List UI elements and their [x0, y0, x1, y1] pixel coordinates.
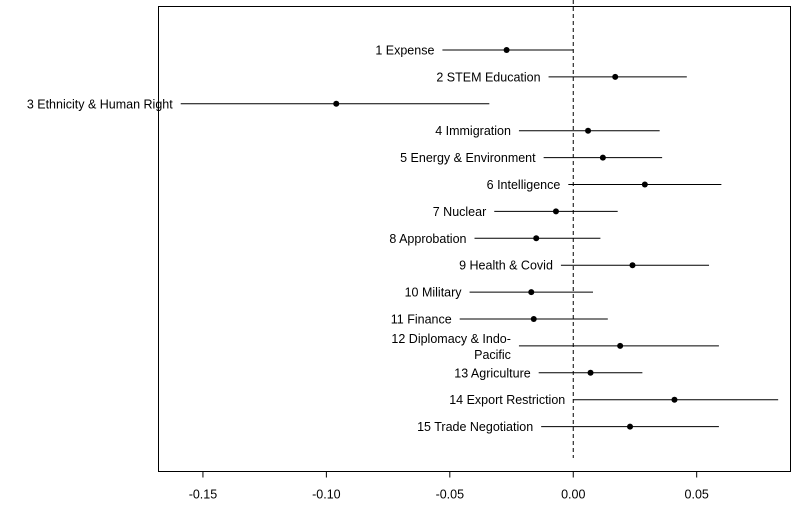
estimate-point — [503, 47, 510, 53]
series-label: 5 Energy & Environment — [400, 151, 536, 165]
estimate-point — [333, 100, 340, 107]
x-tick-label: 0.05 — [685, 488, 709, 502]
series-label-line: 12 Diplomacy & Indo- — [391, 332, 511, 346]
x-axis: -0.15 -0.10 -0.05 0.00 0.05 — [189, 471, 709, 502]
coefficient-row: 13 Agriculture — [454, 366, 643, 380]
coefficient-row: 8 Approbation — [389, 232, 601, 246]
series-label: 15 Trade Negotiation — [417, 420, 533, 434]
series-label: 2 STEM Education — [436, 70, 540, 84]
coefficient-row: 4 Immigration — [435, 124, 660, 138]
estimate-point — [587, 369, 594, 376]
series-label-line: Pacific — [474, 348, 511, 362]
series-label: 14 Export Restriction — [449, 393, 565, 407]
coefficient-row: 1 Expense — [375, 44, 574, 58]
series-label: 11 Finance — [391, 313, 452, 327]
estimate-point — [617, 342, 624, 349]
estimate-point — [612, 73, 619, 80]
estimate-point — [599, 154, 606, 161]
estimate-point — [629, 262, 636, 269]
series-label: 1 Expense — [375, 44, 434, 58]
estimate-point — [585, 127, 592, 134]
series-label: 12 Diplomacy & Indo- Pacific — [391, 332, 511, 362]
coefficient-row: 6 Intelligence — [487, 178, 722, 192]
series-label: 7 Nuclear — [433, 205, 487, 219]
coefficient-row: 14 Export Restriction — [449, 393, 779, 407]
coefficient-row: 10 Military — [405, 286, 593, 300]
series-label: 8 Approbation — [389, 232, 466, 246]
estimate-point — [627, 423, 634, 430]
series-label: 4 Immigration — [435, 124, 511, 138]
coefficient-row: 7 Nuclear — [433, 205, 618, 219]
series-label: 3 Ethnicity & Human Right — [27, 97, 173, 111]
series-label: 9 Health & Covid — [459, 259, 553, 273]
estimate-point — [671, 396, 678, 403]
coefficient-row: 2 STEM Education — [436, 70, 687, 84]
estimate-point — [530, 316, 537, 322]
coefficient-row: 5 Energy & Environment — [400, 151, 663, 165]
x-tick-label: -0.10 — [312, 488, 341, 502]
estimate-point — [528, 289, 535, 296]
estimate-point — [641, 181, 648, 188]
coefficient-row: 9 Health & Covid — [459, 259, 710, 273]
x-tick-label: 0.00 — [561, 488, 585, 502]
x-tick-label: -0.05 — [436, 488, 465, 502]
estimate-point — [552, 208, 559, 215]
series-label: 13 Agriculture — [454, 366, 530, 380]
estimate-point — [533, 235, 540, 242]
coefficient-row: 11 Finance — [391, 313, 608, 327]
coefficient-row: 15 Trade Negotiation — [417, 420, 719, 434]
coefficient-row: 12 Diplomacy & Indo- Pacific — [391, 332, 719, 362]
series-label: 10 Military — [405, 286, 463, 300]
x-tick-label: -0.15 — [189, 488, 218, 502]
coefficient-row: 3 Ethnicity & Human Right — [27, 97, 490, 111]
series-label: 6 Intelligence — [487, 178, 561, 192]
